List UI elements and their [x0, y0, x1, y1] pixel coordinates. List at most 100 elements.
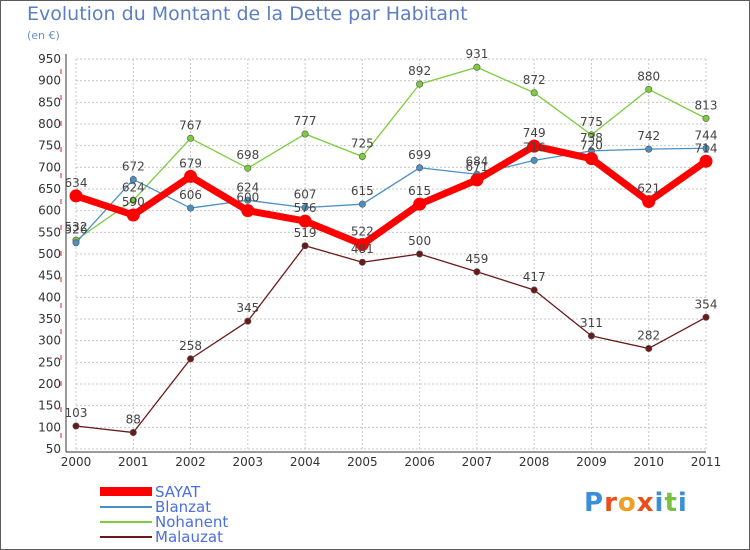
- data-point-nohanent: [358, 153, 366, 161]
- y-tick-label: 600: [38, 204, 61, 218]
- data-point-malauzat: [587, 332, 595, 340]
- legend-swatch-blanzat: [100, 506, 152, 508]
- y-tick-label: 900: [38, 74, 61, 88]
- data-point-sayat: [413, 197, 427, 211]
- data-label-nohanent: 532: [65, 220, 88, 234]
- data-label-nohanent: 775: [580, 115, 603, 129]
- y-tick-label: 500: [38, 247, 61, 261]
- x-tick-label: 2010: [633, 455, 664, 469]
- data-label-blanzat: 716: [523, 140, 546, 154]
- data-label-nohanent: 725: [351, 137, 374, 151]
- data-label-malauzat: 354: [695, 297, 718, 311]
- data-label-blanzat: 742: [637, 129, 660, 143]
- data-label-malauzat: 481: [351, 242, 374, 256]
- chart-title: Evolution du Montant de la Dette par Hab…: [27, 3, 468, 25]
- data-point-malauzat: [72, 422, 80, 430]
- data-label-sayat: 590: [122, 195, 145, 209]
- data-point-sayat: [699, 154, 713, 168]
- data-point-blanzat: [358, 200, 366, 208]
- data-point-blanzat: [187, 204, 195, 212]
- data-point-malauzat: [645, 344, 653, 352]
- data-point-malauzat: [416, 250, 424, 258]
- data-label-blanzat: 607: [294, 188, 317, 202]
- y-tick-label: 300: [38, 334, 61, 348]
- x-tick-label: 2008: [519, 455, 550, 469]
- data-point-malauzat: [301, 242, 309, 250]
- y-tick-label: 50: [46, 442, 61, 456]
- data-label-malauzat: 345: [236, 301, 259, 315]
- data-point-blanzat: [301, 204, 309, 212]
- data-label-blanzat: 615: [351, 184, 374, 198]
- y-tick-label: 200: [38, 377, 61, 391]
- data-label-malauzat: 282: [637, 328, 660, 342]
- legend-label-malauzat: Malauzat: [155, 528, 223, 546]
- y-tick-label: 100: [38, 420, 61, 434]
- logo-letter: r: [604, 488, 618, 518]
- data-label-blanzat: 526: [65, 223, 88, 237]
- data-label-malauzat: 459: [465, 252, 488, 266]
- data-point-malauzat: [702, 313, 710, 321]
- data-point-blanzat: [416, 164, 424, 172]
- data-label-sayat: 671: [465, 160, 488, 174]
- data-point-blanzat: [244, 196, 252, 204]
- data-label-blanzat: 684: [465, 154, 488, 168]
- data-label-blanzat: 606: [179, 188, 202, 202]
- data-label-malauzat: 311: [580, 316, 603, 330]
- logo-letter: x: [636, 488, 655, 518]
- logo-letter: o: [617, 488, 637, 518]
- data-label-blanzat: 738: [580, 131, 603, 145]
- data-point-sayat: [470, 173, 484, 187]
- proxiti-logo: Proxiti: [584, 488, 688, 518]
- series-line-blanzat: [75, 147, 707, 244]
- data-point-malauzat: [187, 355, 195, 363]
- series-line-sayat: [72, 142, 710, 248]
- data-label-malauzat: 417: [523, 270, 546, 284]
- data-point-malauzat: [244, 317, 252, 325]
- logo-letter: t: [664, 488, 678, 518]
- x-tick-label: 2005: [347, 455, 378, 469]
- data-point-nohanent: [244, 164, 252, 172]
- data-label-malauzat: 519: [294, 226, 317, 240]
- data-point-nohanent: [301, 130, 309, 138]
- data-point-nohanent: [587, 131, 595, 139]
- x-tick-label: 2011: [691, 455, 722, 469]
- data-point-blanzat: [702, 144, 710, 152]
- data-point-sayat: [355, 237, 369, 251]
- y-tick-label: 700: [38, 160, 61, 174]
- data-label-nohanent: 698: [236, 148, 259, 162]
- legend-swatch-malauzat: [100, 536, 152, 538]
- y-tick-label: 150: [38, 399, 61, 413]
- data-point-malauzat: [358, 258, 366, 266]
- x-tick-label: 2009: [576, 455, 607, 469]
- data-label-blanzat: 624: [236, 180, 259, 194]
- data-point-sayat: [241, 204, 255, 218]
- data-label-nohanent: 813: [695, 98, 718, 112]
- data-point-nohanent: [473, 63, 481, 71]
- y-tick-label: 650: [38, 182, 61, 196]
- data-point-sayat: [126, 208, 140, 222]
- data-point-sayat: [584, 152, 598, 166]
- x-tick-label: 2004: [290, 455, 321, 469]
- data-point-nohanent: [645, 85, 653, 93]
- legend-label-nohanent: Nohanent: [155, 513, 229, 531]
- data-label-sayat: 615: [408, 184, 431, 198]
- legend-label-sayat: SAYAT: [155, 483, 201, 501]
- data-label-nohanent: 624: [122, 180, 145, 194]
- data-label-sayat: 522: [351, 224, 374, 238]
- data-point-sayat: [69, 189, 83, 203]
- data-point-blanzat: [72, 239, 80, 247]
- logo-letter: i: [654, 488, 665, 518]
- data-point-malauzat: [129, 429, 137, 437]
- x-tick-label: 2002: [175, 455, 206, 469]
- data-point-nohanent: [129, 196, 137, 204]
- data-label-nohanent: 931: [465, 47, 488, 61]
- data-point-malauzat: [530, 286, 538, 294]
- y-tick-label: 950: [38, 52, 61, 66]
- data-label-malauzat: 500: [408, 234, 431, 248]
- data-point-sayat: [184, 169, 198, 183]
- data-label-sayat: 634: [65, 176, 88, 190]
- data-label-nohanent: 872: [523, 73, 546, 87]
- series-line-malauzat: [75, 245, 707, 434]
- y-tick-label: 800: [38, 117, 61, 131]
- data-point-blanzat: [129, 175, 137, 183]
